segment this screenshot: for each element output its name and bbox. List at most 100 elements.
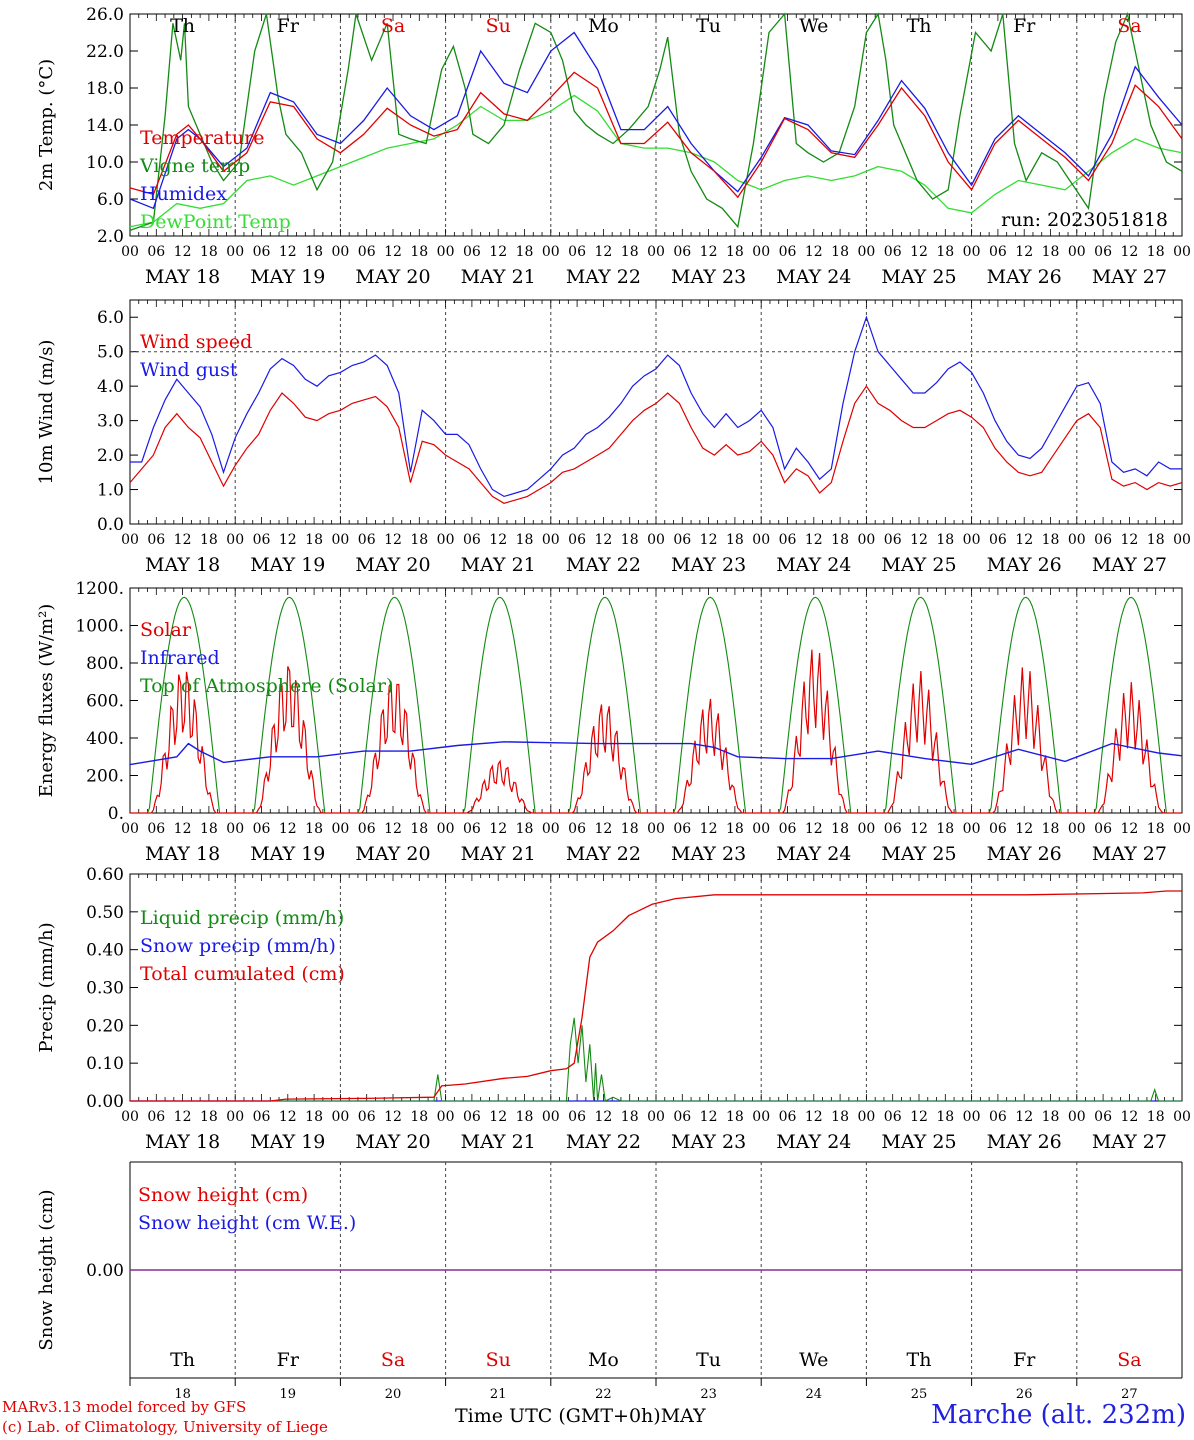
hour-tick-label: 06 [463, 244, 481, 260]
y-tick-label: 5.0 [97, 343, 124, 363]
hour-tick-label: 06 [884, 1109, 902, 1125]
hour-tick-label: 12 [910, 1109, 928, 1125]
hour-tick-label: 06 [884, 821, 902, 837]
hour-tick-label: 18 [200, 244, 218, 260]
hour-tick-label: 18 [305, 532, 323, 548]
energy-legend-item: Top of Atmosphere (Solar) [140, 675, 393, 697]
total-cumulated-line [130, 890, 1182, 1102]
hour-tick-label: 00 [331, 1109, 349, 1125]
hour-tick-label: 06 [673, 532, 691, 548]
day-number-label: 26 [1016, 1387, 1033, 1402]
hour-tick-label: 00 [437, 532, 455, 548]
hour-tick-label: 18 [726, 1109, 744, 1125]
weekday-label: Fr [1013, 15, 1036, 37]
y-tick-label: 800. [86, 654, 124, 674]
x-axis-title: Time UTC (GMT+0h)MAY [455, 1405, 706, 1427]
hour-tick-label: 06 [253, 821, 271, 837]
hour-tick-label: 12 [700, 532, 718, 548]
date-label: MAY 18 [145, 554, 220, 576]
panel-frame-2 [129, 299, 1183, 525]
hour-tick-label: 12 [910, 821, 928, 837]
wind-legend-item: Wind gust [140, 359, 238, 381]
date-label: MAY 22 [566, 554, 641, 576]
hour-tick-label: 00 [752, 1109, 770, 1125]
hour-tick-label: 12 [384, 821, 402, 837]
date-label: MAY 26 [987, 1131, 1062, 1153]
hour-tick-label: 06 [989, 244, 1007, 260]
hour-tick-label: 00 [857, 532, 875, 548]
date-label: MAY 20 [355, 554, 430, 576]
y-tick-label: 2.0 [97, 227, 124, 247]
hour-tick-label: 18 [936, 244, 954, 260]
date-label: MAY 24 [776, 554, 851, 576]
snow-legend-item: Snow height (cm) [138, 1184, 308, 1206]
y-tick-label: 6.0 [97, 190, 124, 210]
date-label: MAY 19 [250, 843, 325, 865]
run-label: run: 2023051818 [1001, 209, 1168, 231]
hour-tick-label: 18 [621, 532, 639, 548]
hour-tick-label: 06 [1094, 821, 1112, 837]
hour-tick-label: 00 [437, 244, 455, 260]
day-number-label: 23 [700, 1387, 717, 1402]
hour-tick-label: 06 [884, 244, 902, 260]
hour-tick-label: 12 [805, 244, 823, 260]
hour-tick-label: 06 [463, 532, 481, 548]
precip-legend-item: Snow precip (mm/h) [140, 935, 336, 957]
hour-tick-label: 06 [568, 244, 586, 260]
hour-tick-label: 00 [963, 532, 981, 548]
hour-tick-label: 00 [1173, 821, 1191, 837]
hour-tick-label: 18 [831, 1109, 849, 1125]
date-label: MAY 21 [461, 1131, 536, 1153]
hour-tick-label: 18 [1042, 244, 1060, 260]
hour-tick-label: 18 [1042, 532, 1060, 548]
date-label: MAY 25 [881, 1131, 956, 1153]
temp-series-humidex [129, 31, 1183, 210]
y-tick-label: 0.00 [86, 1261, 124, 1281]
date-label: MAY 20 [355, 266, 430, 288]
hour-tick-label: 06 [568, 821, 586, 837]
hour-tick-label: 12 [174, 1109, 192, 1125]
temp-legend-item: DewPoint Temp [140, 211, 291, 233]
y-tick-label: 0.30 [86, 979, 124, 999]
weekday-label: Fr [1013, 1349, 1036, 1371]
hour-tick-label: 06 [989, 532, 1007, 548]
model-credit: MARv3.13 model forced by GFS [2, 1398, 247, 1416]
hour-tick-label: 06 [253, 532, 271, 548]
hour-tick-label: 00 [226, 821, 244, 837]
hour-tick-label: 12 [279, 532, 297, 548]
y-tick-label: 0.40 [86, 941, 124, 961]
hour-tick-label: 06 [463, 821, 481, 837]
hour-tick-label: 18 [621, 244, 639, 260]
infrared-line [129, 741, 1183, 766]
date-label: MAY 24 [776, 843, 851, 865]
hour-tick-label: 18 [936, 532, 954, 548]
day-number-label: 27 [1121, 1387, 1138, 1402]
hour-tick-label: 06 [779, 244, 797, 260]
energy-legend-item: Solar [140, 619, 192, 641]
date-label: MAY 22 [566, 843, 641, 865]
hour-tick-label: 12 [805, 1109, 823, 1125]
y-tick-label: 0. [108, 804, 124, 824]
hour-tick-label: 12 [489, 1109, 507, 1125]
day-number-label: 25 [911, 1387, 928, 1402]
hour-tick-label: 00 [542, 532, 560, 548]
y-tick-label: 0.20 [86, 1016, 124, 1036]
weekday-label: Th [907, 1349, 932, 1371]
date-label: MAY 23 [671, 266, 746, 288]
hour-tick-label: 12 [594, 1109, 612, 1125]
hour-tick-label: 00 [121, 1109, 139, 1125]
hour-tick-label: 00 [542, 821, 560, 837]
hour-tick-label: 06 [253, 1109, 271, 1125]
date-label: MAY 24 [776, 1131, 851, 1153]
wind-speed-line [129, 385, 1183, 504]
hour-tick-label: 06 [147, 532, 165, 548]
weekday-label: Th [170, 15, 195, 37]
weekday-label: Su [486, 15, 511, 37]
hour-tick-label: 00 [1068, 532, 1086, 548]
hour-tick-label: 06 [673, 244, 691, 260]
hour-tick-label: 00 [963, 821, 981, 837]
hour-tick-label: 18 [1147, 1109, 1165, 1125]
hour-tick-label: 00 [752, 821, 770, 837]
precip-legend-item: Liquid precip (mm/h) [140, 907, 344, 929]
date-label: MAY 18 [145, 266, 220, 288]
